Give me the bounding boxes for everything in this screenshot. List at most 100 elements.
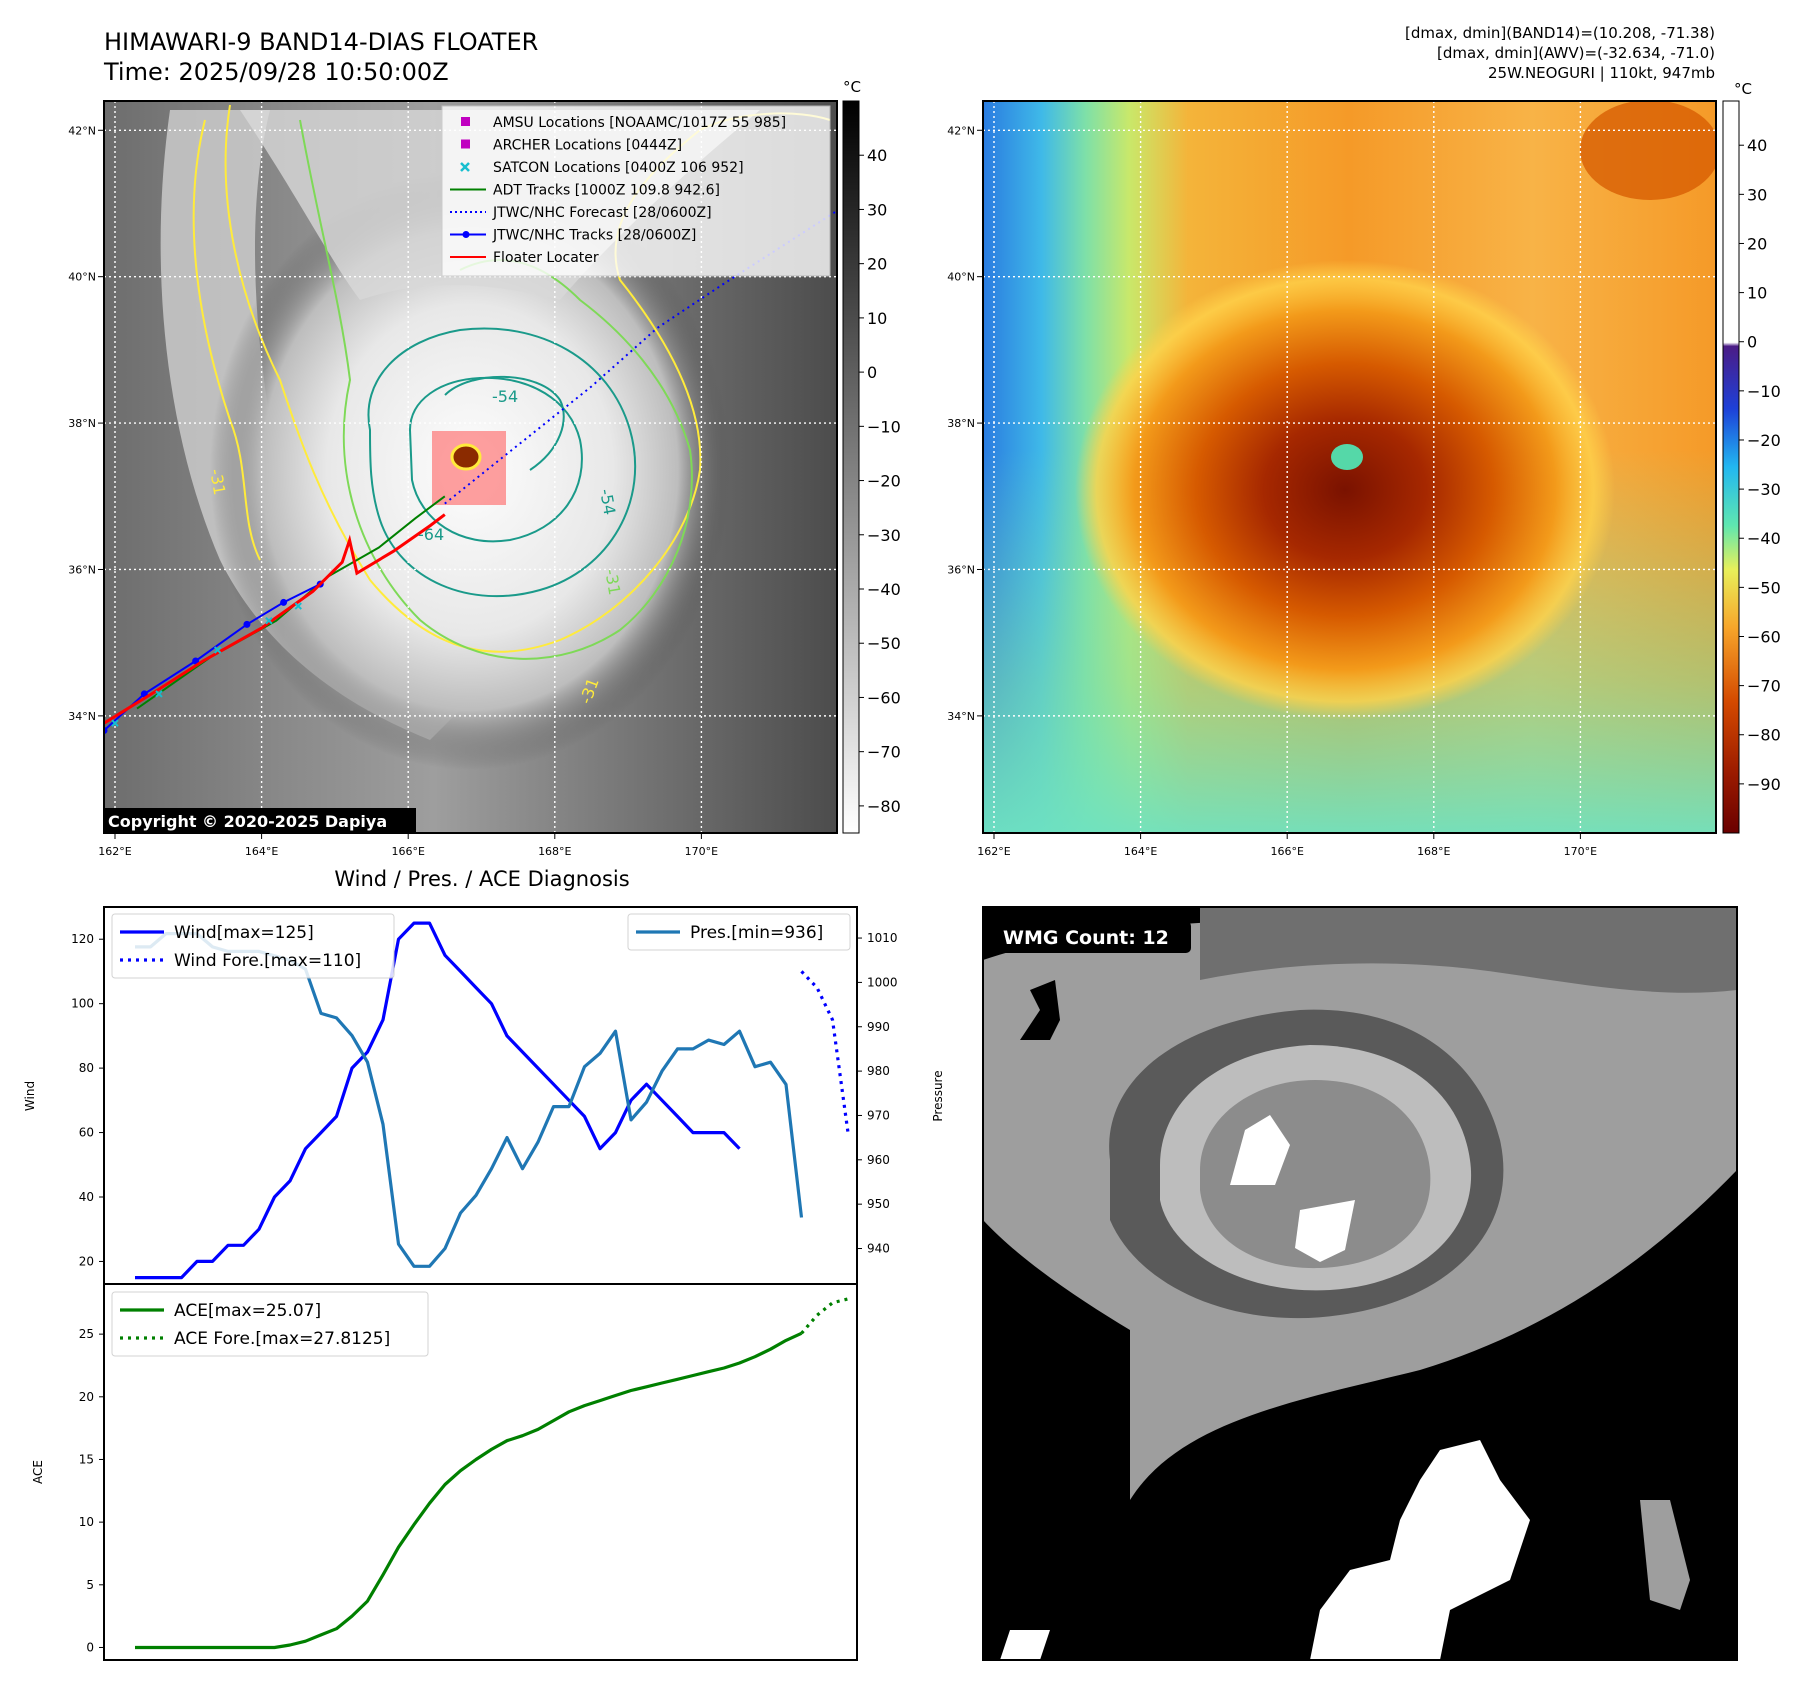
jtwc-track-point [280,598,288,606]
y-tick-label: 80 [79,1061,94,1075]
y-tick-label: 120 [71,932,94,946]
colorbar-tick-label: −70 [867,743,901,762]
series-line [800,970,850,1133]
legend-label: Floater Locater [493,250,599,266]
satcon-marker [111,719,119,727]
colorbar-tick-label: 40 [867,146,887,165]
lat-tick-label: 40°N [68,271,96,284]
awv-map-frame [982,100,1717,834]
y2-tick-label: 940 [867,1242,890,1256]
lat-tick-label: 42°N [68,124,96,137]
legend-label: SATCON Locations [0400Z 106 952] [493,160,744,176]
wmg-right-grey [1640,1500,1690,1610]
y2-tick-label: 990 [867,1020,890,1034]
ace-chart: 0 5 10 15 20 25 ACE[max=25.07] ACE Fore.[max=27… [79,1283,858,1661]
colorbar-tick-label: −20 [1747,431,1781,450]
awv-lat-ticks: 42°N 40°N 38°N 36°N 34°N [947,124,983,723]
pressure-legend-box [627,913,851,951]
figure-time: Time: 2025/09/28 10:50:00Z [103,58,449,86]
lat-tick-label: 42°N [947,124,975,137]
colorbar-tick-label: −30 [867,526,901,545]
legend-label: ARCHER Locations [0444Z] [493,138,682,154]
pressure-legend-label: Pres.[min=936] [690,923,823,943]
colorbar-tick-label: 10 [867,309,887,328]
satcon-marker [265,617,273,625]
y-tick-label: 0 [86,1640,94,1654]
y-tick-label: 60 [79,1126,94,1140]
ir-map-frame [103,100,838,834]
header-right-line-2: [dmax, dmin](AWV)=(-32.634, -71.0) [1437,44,1715,62]
legend-dot-marker [462,231,470,238]
contour-label-3: -64 [418,525,444,544]
y-tick-label: 15 [79,1452,94,1466]
floater-locater-track [104,513,446,725]
contour-teal-eye [444,375,565,471]
ir-legend-box [441,105,831,277]
wmg-top-left-black [1020,980,1060,1040]
y-tick-label: 40 [79,1190,94,1204]
header-right-line-1: [dmax, dmin](BAND14)=(10.208, -71.38) [1405,24,1715,42]
wmg-eye-1 [1230,1115,1290,1185]
awv-storm [1075,260,1615,720]
ir-legend: AMSU Locations [NOAAMC/1017Z 55 985] ARCH… [441,105,831,277]
jtwc-track-point [243,620,251,628]
colorbar-tick-label: −10 [867,417,901,436]
jtwc-track [104,583,321,732]
contour-label-5: -31 [206,467,229,496]
ir-colorbar-unit: °C [843,78,861,96]
legend-square-marker [461,139,470,149]
lon-tick-label: 162°E [977,845,1010,858]
ir-colorbar-ticks: 40 30 20 10 0 −10 −20 −30 −40 −50 −60 −70 −80 [859,146,901,816]
wmg-bottom-white [1310,1440,1530,1660]
y2-tick-label: 970 [867,1108,890,1122]
lat-tick-label: 38°N [68,417,96,430]
ir-lat-ticks: 42°N 40°N 38°N 36°N 34°N [68,124,104,723]
lon-tick-label: 162°E [98,845,131,858]
satcon-marker [213,646,222,654]
copyright-box [104,808,416,833]
contour-teal-outer [367,327,637,598]
ir-colorbar [842,100,860,834]
y2-tick-label: 1010 [867,931,898,945]
lon-tick-label: 166°E [391,845,424,858]
y-tick-label: 20 [79,1254,94,1268]
awv-colorbar-ticks: 40 30 20 10 0 −10 −20 −30 −40 −50 −60 −70 −80 −90 [1739,136,1781,794]
lon-tick-label: 170°E [1564,845,1597,858]
wind-legend-label: Wind[max=125] [174,923,314,943]
series-line [800,1297,849,1335]
lon-tick-label: 170°E [685,845,718,858]
wind-legend-label: Wind Fore.[max=110] [174,951,361,971]
awv-colorbar-unit: °C [1734,80,1752,98]
contour-green [299,119,693,660]
legend-square-marker [461,117,470,126]
y2-tick-label: 980 [867,1064,890,1078]
awv-eye [1331,444,1363,470]
wmg-eye-2 [1295,1200,1355,1262]
ace-legend-label: ACE[max=25.07] [174,1301,321,1321]
series-line [135,1331,803,1650]
awv-lon-ticks: 162°E 164°E 166°E 168°E 170°E [977,833,1597,858]
ace-legend-box [111,1291,429,1357]
y2-tick-label: 960 [867,1153,890,1167]
colorbar-tick-label: 40 [1747,136,1767,155]
y-tick-label: 25 [79,1327,94,1341]
colorbar-tick-label: −80 [867,797,901,816]
lon-tick-label: 166°E [1270,845,1303,858]
y2-tick-label: 1000 [867,975,898,989]
colorbar-tick-label: 30 [1747,185,1767,204]
copyright-text: Copyright © 2020-2025 Dapiya [108,812,387,831]
y2-tick-label: 950 [867,1197,890,1211]
colorbar-tick-label: 0 [1747,333,1757,352]
ace-ylabel: ACE [31,1460,45,1484]
colorbar-tick-label: 20 [867,255,887,274]
colorbar-tick-label: −40 [867,580,901,599]
colorbar-tick-label: −60 [867,688,901,707]
y-tick-label: 20 [79,1390,94,1404]
colorbar-tick-label: 0 [867,363,877,382]
contour-yellow-2 [192,119,261,561]
jtwc-track-point [192,657,200,665]
storm-eye [450,443,482,471]
wmg-panel: WMG Count: 12 [982,906,1738,1661]
series-line [135,921,741,1280]
wmg-upper-dark-grey [1200,907,1737,993]
